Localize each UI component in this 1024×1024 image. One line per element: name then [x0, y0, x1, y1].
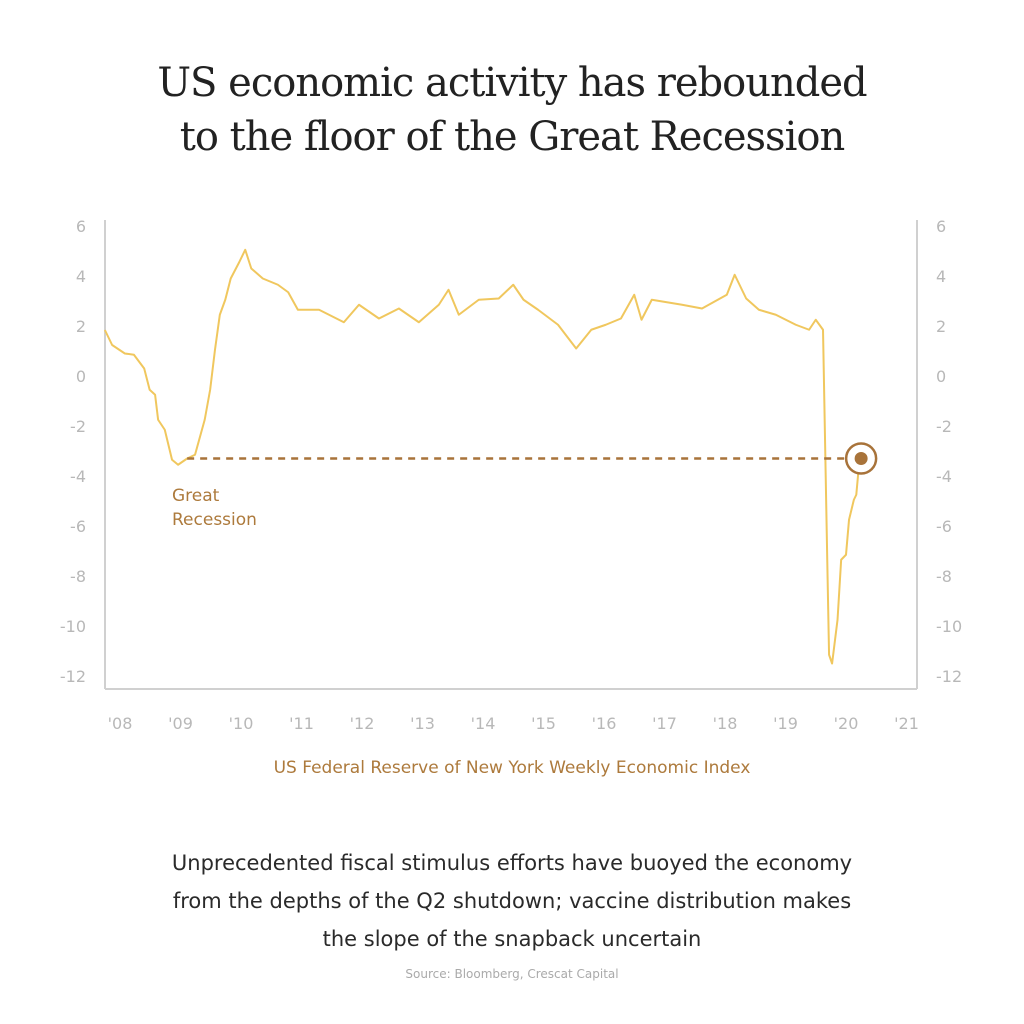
chart-title-line-2: to the floor of the Great Recession — [179, 114, 845, 160]
x-tick-label: '12 — [350, 714, 375, 733]
y-tick-label-right: -6 — [936, 517, 952, 536]
x-tick-label: '13 — [410, 714, 435, 733]
x-tick-label: '21 — [894, 714, 919, 733]
x-tick-label: '10 — [229, 714, 254, 733]
y-tick-label-right: -8 — [936, 567, 952, 586]
y-tick-label-left: 0 — [76, 367, 86, 386]
y-tick-label-right: 4 — [936, 267, 946, 286]
annotation-line-2: Recession — [172, 510, 257, 530]
x-axis-label: US Federal Reserve of New York Weekly Ec… — [273, 758, 751, 778]
wei-series-line — [103, 248, 863, 665]
chart-title-line-1: US economic activity has rebounded — [157, 60, 867, 106]
x-tick-label: '18 — [713, 714, 738, 733]
y-tick-label-right: -12 — [936, 667, 962, 686]
x-tick-label: '17 — [652, 714, 677, 733]
great-recession-annotation: Great Recession — [172, 484, 257, 532]
y-tick-label-right: 0 — [936, 367, 946, 386]
y-tick-label-left: -8 — [70, 567, 86, 586]
y-tick-label-right: -4 — [936, 467, 952, 486]
caption-line-2: from the depths of the Q2 shutdown; vacc… — [172, 889, 852, 913]
y-tick-label-left: -6 — [70, 517, 86, 536]
y-tick-label-left: 6 — [76, 217, 86, 236]
y-tick-label-left: 4 — [76, 267, 86, 286]
y-tick-label-left: -12 — [60, 667, 86, 686]
x-tick-label: '16 — [592, 714, 617, 733]
y-tick-label-right: -2 — [936, 417, 952, 436]
x-tick-label: '14 — [471, 714, 496, 733]
x-tick-label: '15 — [531, 714, 556, 733]
y-tick-label-right: -10 — [936, 617, 962, 636]
annotation-line-1: Great — [172, 486, 220, 506]
caption-line-3: the slope of the snapback uncertain — [322, 927, 702, 951]
source-note: Source: Bloomberg, Crescat Capital — [405, 967, 619, 981]
x-tick-label: '08 — [108, 714, 133, 733]
y-tick-label-left: -2 — [70, 417, 86, 436]
highlight-point — [854, 452, 868, 465]
x-tick-label: '11 — [289, 714, 314, 733]
caption-line-1: Unprecedented fiscal stimulus efforts ha… — [171, 851, 853, 875]
x-tick-label: '20 — [834, 714, 859, 733]
y-tick-label-left: 2 — [76, 317, 86, 336]
x-tick-label: '19 — [773, 714, 798, 733]
y-tick-label-right: 6 — [936, 217, 946, 236]
y-tick-label-left: -4 — [70, 467, 86, 486]
y-tick-label-right: 2 — [936, 317, 946, 336]
y-tick-label-left: -10 — [60, 617, 86, 636]
x-tick-label: '09 — [168, 714, 193, 733]
